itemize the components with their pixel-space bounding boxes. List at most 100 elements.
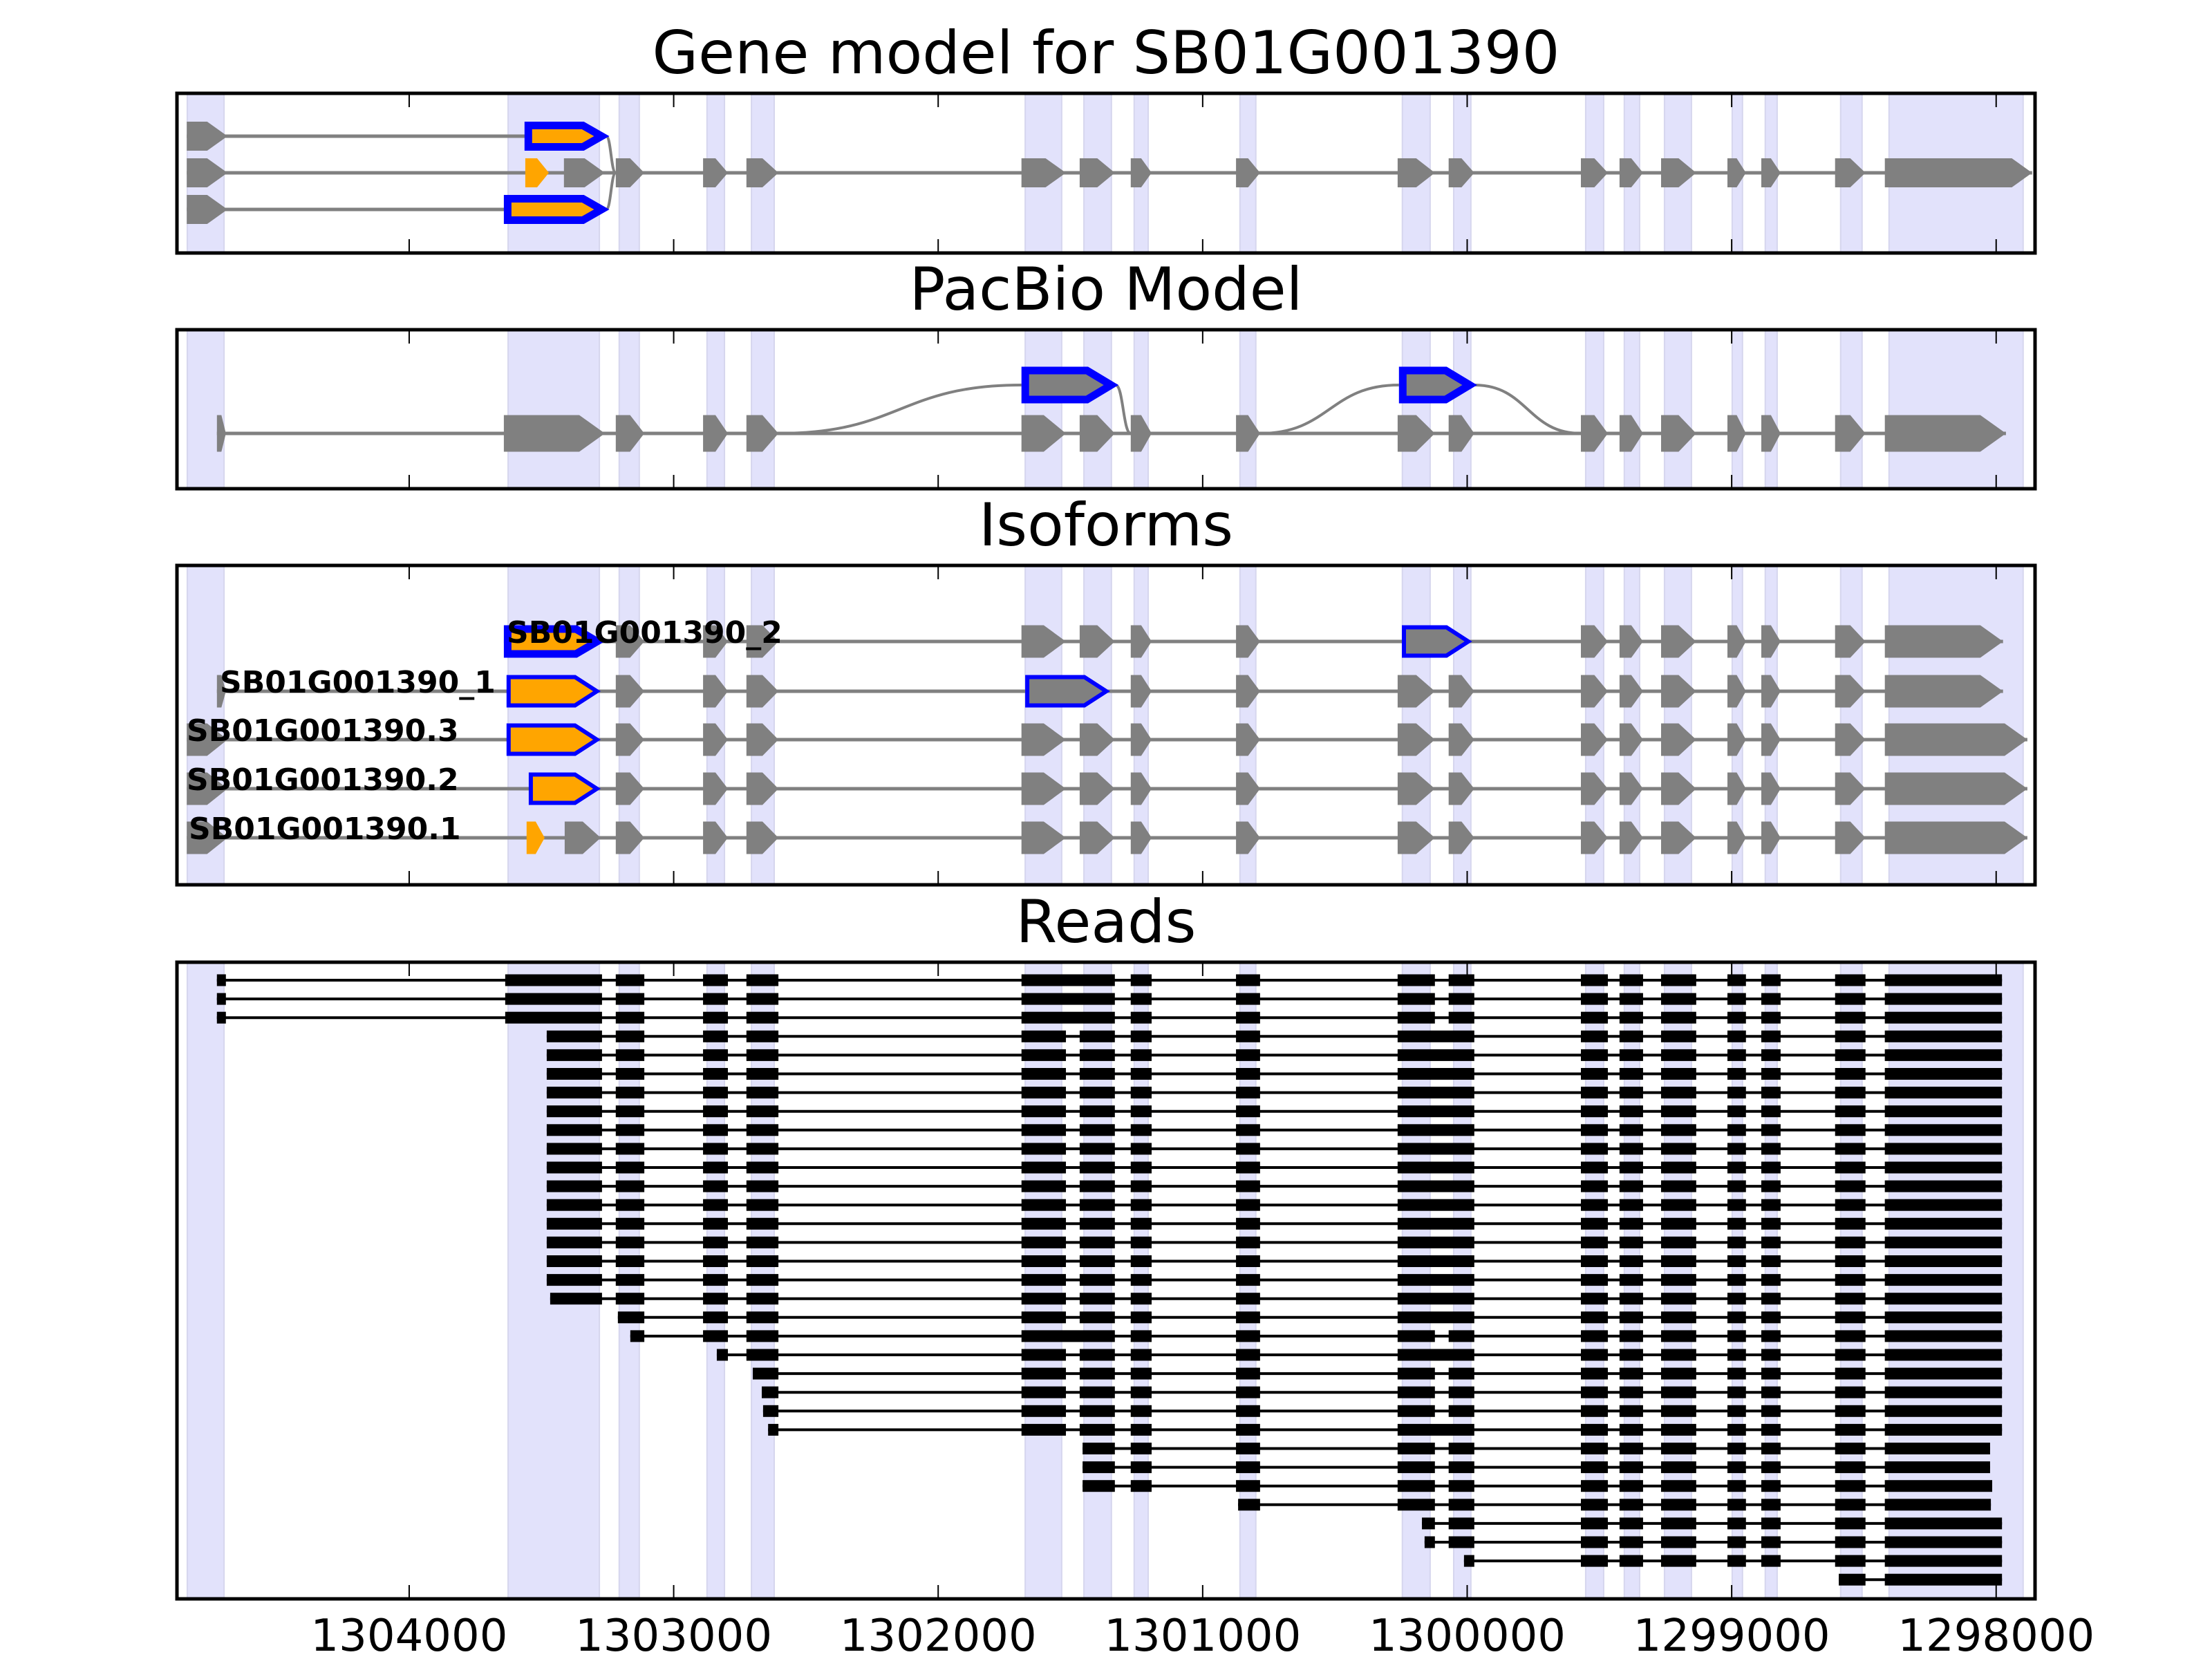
pacbio-axes-frame — [175, 328, 2037, 491]
isoforms-exon-gray — [1581, 821, 1608, 854]
x-tick-label: 1302000 — [840, 1611, 1037, 1659]
gene_model-exon-gray — [1448, 158, 1474, 187]
read-exon-block — [1079, 1367, 1115, 1380]
read-exon-block — [505, 993, 602, 1005]
read-exon-block — [746, 1217, 779, 1230]
read-exon-block — [1660, 1386, 1696, 1398]
read-exon-block — [1581, 1236, 1609, 1248]
read-exon-block — [1079, 1405, 1115, 1417]
read-exon-block — [1727, 1443, 1746, 1454]
read — [546, 1068, 2003, 1080]
read-exon-block — [1397, 1105, 1474, 1118]
read-exon-block — [615, 1255, 645, 1267]
read-exon-block — [1761, 1143, 1781, 1155]
read-exon-block — [716, 1349, 729, 1361]
isoforms-exon-gray — [615, 772, 645, 805]
isoforms-exon-gray — [746, 821, 779, 854]
read-exon-block — [1581, 1217, 1609, 1230]
isoforms-exon-gray — [1079, 772, 1115, 805]
read-exon-block — [1761, 1011, 1781, 1024]
read-exon-block — [1727, 1367, 1746, 1380]
isoforms-exon-gray — [1661, 821, 1696, 854]
read-exon-block — [1448, 993, 1474, 1005]
read-exon-block — [1884, 974, 2003, 986]
read-exon-block — [703, 1274, 729, 1286]
isoforms-exon-gray — [1130, 772, 1152, 805]
read-exon-block — [1660, 1124, 1696, 1136]
isoforms-exon-gray — [1761, 723, 1781, 756]
pacbio-exon-gray-blue-thick — [1021, 366, 1119, 404]
pacbio-exon-gray — [1130, 415, 1152, 452]
read-exon-block — [1884, 993, 2003, 1005]
isoforms-exon-gray — [1079, 723, 1115, 756]
read-exon-block — [1727, 1386, 1746, 1398]
read-exon-block — [1021, 1349, 1067, 1361]
read-exon-block — [1727, 1180, 1746, 1192]
read-exon-block — [615, 1087, 645, 1099]
read-exon-block — [1835, 974, 1866, 986]
read-exon-block — [1079, 1386, 1115, 1398]
isoforms-exon-gray — [1581, 723, 1608, 756]
read-exon-block — [1761, 1161, 1781, 1174]
read-exon-block — [546, 1068, 602, 1080]
isoforms-exon-gray — [1761, 625, 1781, 658]
isoforms-exon-gray — [703, 675, 728, 708]
read — [1082, 1461, 1990, 1474]
read — [1839, 1573, 2003, 1586]
read-exon-block — [615, 1105, 645, 1118]
read-exon-block — [1884, 1068, 2003, 1080]
read-exon-block — [1727, 1255, 1746, 1267]
read-exon-block — [1130, 1124, 1152, 1136]
read-exon-block — [1236, 1236, 1260, 1248]
gene_model-exon-gray — [1581, 158, 1608, 187]
pacbio-exon-gray — [1079, 415, 1115, 452]
read-exon-block — [746, 1311, 779, 1324]
read — [1082, 1480, 1993, 1492]
read — [546, 1030, 2003, 1042]
isoforms-exon-gray — [615, 625, 645, 658]
gene_model-exon-orange-blue-thick — [503, 195, 610, 224]
gene_model-exon-gray — [1079, 158, 1115, 187]
read-exon-block — [1660, 1236, 1696, 1248]
read-exon-block — [1835, 1423, 1866, 1436]
read-exon-block — [1727, 1143, 1746, 1155]
isoforms-exon-gray — [1619, 675, 1643, 708]
read-exon-block — [1236, 1274, 1260, 1286]
read-exon-block — [615, 1143, 645, 1155]
read-exon-block — [1236, 1068, 1260, 1080]
read-exon-block — [1761, 1274, 1781, 1286]
read — [216, 974, 2003, 986]
read-exon-block — [1397, 1217, 1474, 1230]
read-exon-block — [1839, 1573, 1866, 1586]
isoforms-exon-gray — [1761, 675, 1781, 708]
isoforms-exon-gray — [1236, 772, 1260, 805]
read — [1422, 1517, 2003, 1530]
read-exon-block — [1835, 1236, 1866, 1248]
read-exon-block — [703, 1011, 729, 1024]
read-exon-block — [746, 1274, 779, 1286]
read-exon-block — [1761, 1105, 1781, 1118]
read-exon-block — [1619, 1105, 1643, 1118]
read-exon-block — [1619, 1124, 1643, 1136]
read-exon-block — [1448, 1011, 1474, 1024]
read-exon-block — [1021, 1049, 1067, 1061]
isoforms-exon-gray — [1619, 772, 1643, 805]
read-exon-block — [546, 1030, 602, 1042]
read-exon-block — [1082, 1480, 1115, 1492]
read-exon-block — [1761, 1217, 1781, 1230]
read-exon-block — [1448, 1461, 1474, 1474]
read-exon-block — [1727, 1087, 1746, 1099]
read-exon-block — [1727, 1499, 1746, 1511]
isoforms-exon-gray — [1236, 723, 1260, 756]
read-exon-block — [1835, 1199, 1866, 1211]
pacbio-shaded-region — [507, 329, 601, 489]
read-exon-block — [1835, 1499, 1866, 1511]
read-exon-block — [1761, 1293, 1781, 1305]
read — [546, 1274, 2003, 1286]
read-exon-block — [1021, 1087, 1067, 1099]
read-exon-block — [1448, 1517, 1474, 1530]
read-exon-block — [1130, 1480, 1152, 1492]
read-exon-block — [1660, 974, 1696, 986]
isoforms-exon-gray — [1727, 723, 1746, 756]
read-exon-block — [1884, 1049, 2003, 1061]
